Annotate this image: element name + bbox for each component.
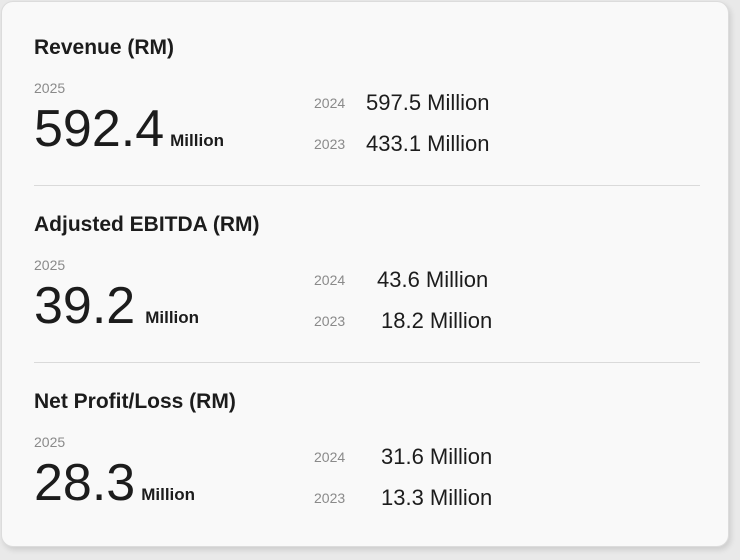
current-value: 592.4 Million xyxy=(34,102,224,156)
section-divider xyxy=(34,185,700,186)
current-year: 2025 xyxy=(34,257,66,273)
current-value-number: 592.4 xyxy=(34,100,165,158)
previous-year: 2024 xyxy=(314,95,346,111)
current-year: 2025 xyxy=(34,80,66,96)
current-value-unit: Million xyxy=(141,485,196,504)
previous-year-row: 2023 433.1 Million xyxy=(314,131,490,157)
section-title: Revenue (RM) xyxy=(34,36,175,59)
net-profit-loss-section: Net Profit/Loss (RM) 2025 28.3 Million 20… xyxy=(2,356,730,532)
section-title: Net Profit/Loss (RM) xyxy=(34,390,236,413)
previous-value: 597.5 Million xyxy=(366,90,490,115)
current-value-unit: Million xyxy=(145,308,200,327)
current-value-number: 39.2 xyxy=(34,277,136,335)
revenue-section: Revenue (RM) 2025 592.4 Million 2024 597.5… xyxy=(2,2,730,178)
previous-value: 13.3 Million xyxy=(381,485,493,510)
previous-year-row: 2024 43.6 Million xyxy=(314,267,488,293)
previous-value: 433.1 Million xyxy=(366,131,490,156)
previous-year: 2024 xyxy=(314,449,346,465)
previous-year-row: 2023 13.3 Million xyxy=(314,485,492,511)
previous-year-row: 2024 31.6 Million xyxy=(314,444,492,470)
previous-year-row: 2024 597.5 Million xyxy=(314,90,490,116)
previous-year: 2023 xyxy=(314,136,346,152)
previous-year-row: 2023 18.2 Million xyxy=(314,308,492,334)
current-value-unit: Million xyxy=(170,131,224,150)
previous-value: 18.2 Million xyxy=(381,308,493,333)
adjusted-ebitda-section: Adjusted EBITDA (RM) 2025 39.2 Million 20… xyxy=(2,179,730,355)
previous-year: 2024 xyxy=(314,272,346,288)
current-value: 39.2 Million xyxy=(34,279,199,333)
current-value: 28.3 Million xyxy=(34,456,195,510)
previous-year: 2023 xyxy=(314,313,346,329)
previous-value: 43.6 Million xyxy=(377,267,489,292)
section-title: Adjusted EBITDA (RM) xyxy=(34,213,260,236)
section-divider xyxy=(34,362,700,363)
current-value-number: 28.3 xyxy=(34,454,136,512)
previous-year: 2023 xyxy=(314,490,346,506)
previous-value: 31.6 Million xyxy=(381,444,493,469)
current-year: 2025 xyxy=(34,434,66,450)
financial-summary-card: Revenue (RM) 2025 592.4 Million 2024 597.5… xyxy=(1,1,729,547)
